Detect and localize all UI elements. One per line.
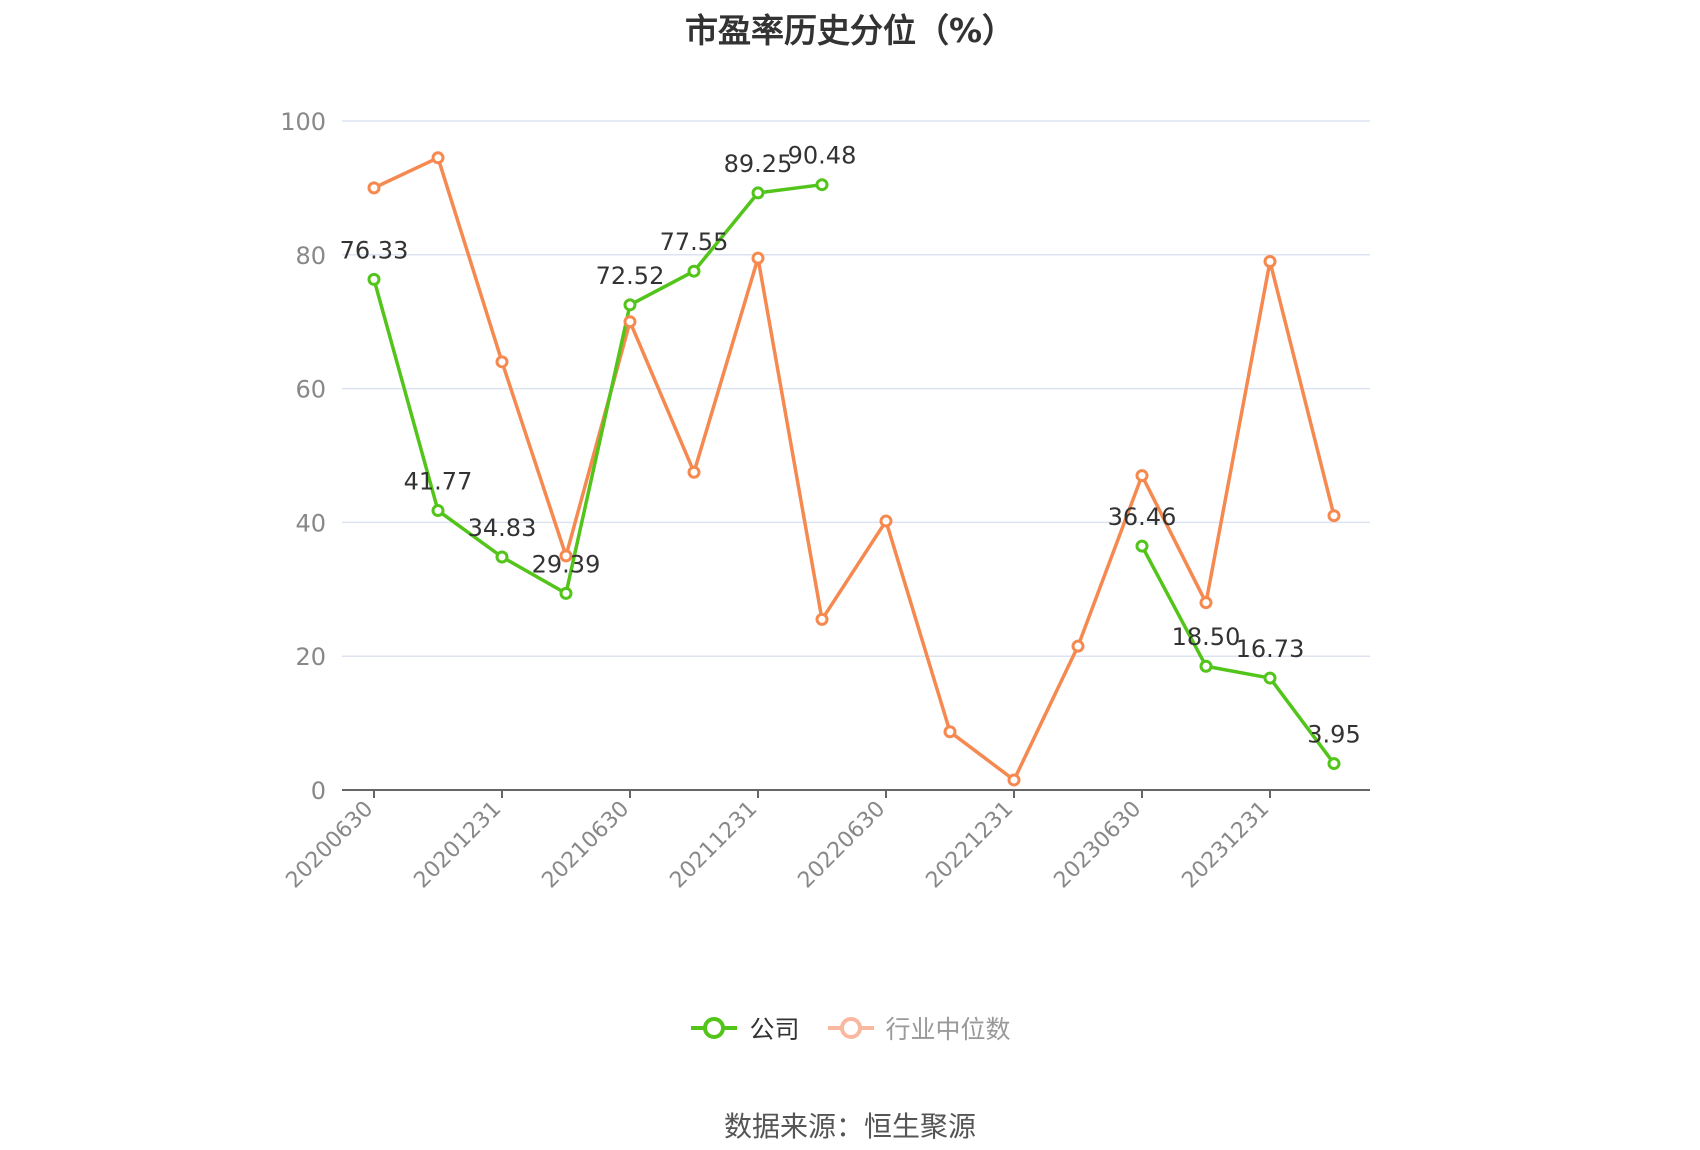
- y-tick-label: 0: [311, 777, 326, 805]
- legend-industry-icon: [827, 1017, 874, 1039]
- x-tick-label: 20220630: [793, 797, 890, 894]
- axes: 0 20 40 60 80 100 20200630 20201231 20210630 2021…: [280, 108, 1370, 893]
- x-tick-label: 20201231: [409, 797, 506, 894]
- data-label: 77.55: [660, 228, 729, 256]
- series-1-point: [815, 612, 829, 626]
- series-0-point: [367, 272, 381, 286]
- series-lines: [372, 156, 1336, 782]
- series-0-point: [559, 586, 573, 600]
- chart-title: 市盈率历史分位（%）: [684, 11, 1016, 50]
- series-1-point: [1199, 596, 1213, 610]
- data-label: 89.25: [724, 150, 793, 178]
- series-0-point: [687, 264, 701, 278]
- series-1-line-segment: [373, 156, 1336, 782]
- series-1-point: [495, 355, 509, 369]
- series-0-point: [1135, 539, 1149, 553]
- x-tick-label: 20231231: [1177, 797, 1274, 894]
- series-1-point: [367, 181, 381, 195]
- series-0-point: [751, 186, 765, 200]
- legend-item-company[interactable]: 公司: [689, 1010, 800, 1046]
- series-0-point: [495, 550, 509, 564]
- data-labels: 76.33 41.77 34.83 29.39 72.52 77.55 89.2590.48…: [340, 142, 1361, 749]
- x-tick-label: 20211231: [665, 797, 762, 894]
- series-1-point: [879, 514, 893, 528]
- data-label: 36.46: [1108, 503, 1177, 531]
- data-source: 数据来源：恒生聚源: [723, 1110, 976, 1143]
- legend-company-label: 公司: [749, 1015, 800, 1044]
- legend-company-icon: [691, 1017, 738, 1039]
- y-tick-label: 40: [295, 509, 326, 537]
- grid-lines: [342, 120, 1370, 657]
- data-label: 18.50: [1172, 623, 1241, 651]
- series-1-point: [623, 315, 637, 329]
- series-0-line-segment: [372, 182, 823, 596]
- series-1-point: [431, 151, 445, 165]
- series-1-point: [751, 251, 765, 265]
- data-label: 29.39: [532, 550, 601, 578]
- series-points: [367, 151, 1341, 787]
- data-label: 16.73: [1236, 635, 1305, 663]
- series-1-point: [1007, 773, 1021, 787]
- x-tick-label: 20221231: [921, 797, 1018, 894]
- y-tick-label: 20: [295, 643, 326, 671]
- series-1-point: [1135, 469, 1149, 483]
- data-label: 41.77: [404, 468, 473, 496]
- data-label: 34.83: [468, 514, 537, 542]
- series-0-point: [623, 298, 637, 312]
- series-1-point: [1263, 254, 1277, 268]
- series-0-point: [1263, 671, 1277, 685]
- series-1-point: [943, 725, 957, 739]
- x-tick-label: 20200630: [281, 797, 378, 894]
- series-0-point: [1199, 659, 1213, 673]
- y-tick-label: 100: [280, 108, 326, 136]
- legend-item-industry[interactable]: 行业中位数: [826, 1010, 1011, 1046]
- series-1-point: [1327, 509, 1341, 523]
- series-1-point: [1071, 639, 1085, 653]
- data-label: 72.52: [596, 262, 665, 290]
- data-label: 90.48: [788, 142, 857, 170]
- x-tick-label: 20210630: [537, 797, 634, 894]
- series-0-point: [1327, 757, 1341, 771]
- series-0-line-segment: [1140, 545, 1336, 765]
- series-0-point: [815, 178, 829, 192]
- series-1-point: [559, 549, 573, 563]
- legend: 公司 行业中位数: [0, 1010, 1700, 1046]
- series-1-point: [687, 465, 701, 479]
- data-label: 3.95: [1307, 721, 1360, 749]
- legend-industry-label: 行业中位数: [885, 1015, 1011, 1044]
- data-label: 76.33: [340, 236, 409, 264]
- series-0-point: [431, 504, 445, 518]
- x-tick-label: 20230630: [1049, 797, 1146, 894]
- y-tick-label: 60: [295, 376, 326, 404]
- y-tick-label: 80: [295, 242, 326, 270]
